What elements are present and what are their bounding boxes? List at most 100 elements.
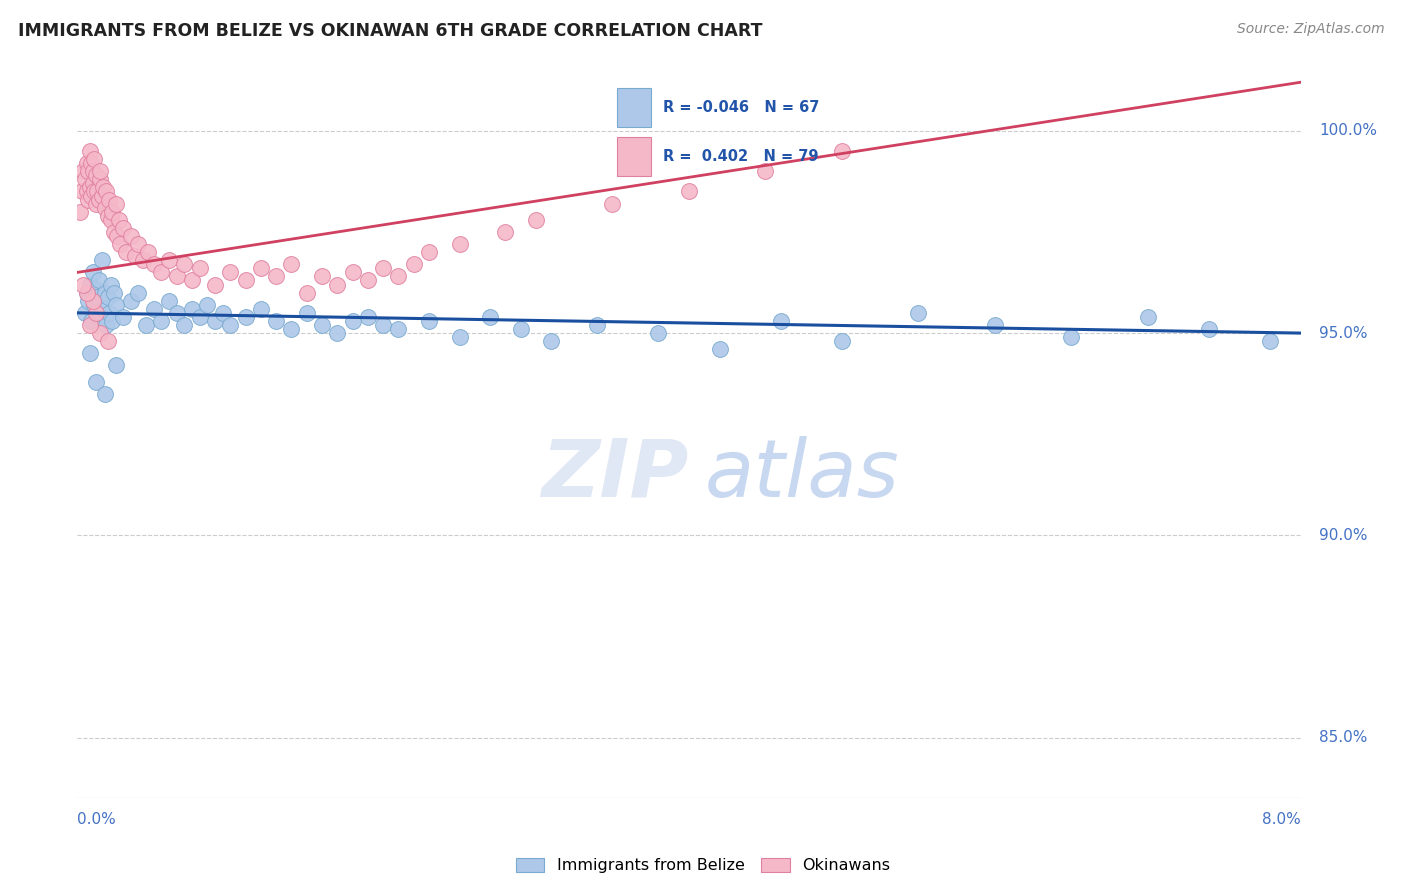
Point xyxy=(112,220,135,235)
Point xyxy=(80,314,103,328)
Point xyxy=(76,156,98,170)
Point xyxy=(91,180,114,194)
Point xyxy=(509,322,531,336)
Point xyxy=(100,212,122,227)
Point xyxy=(1060,330,1083,344)
Point xyxy=(418,245,440,260)
Point xyxy=(188,261,211,276)
Point xyxy=(77,164,100,178)
Point xyxy=(73,306,96,320)
Text: 90.0%: 90.0% xyxy=(1319,528,1368,543)
Point xyxy=(264,314,287,328)
Point xyxy=(1258,334,1281,348)
Point xyxy=(89,310,111,324)
Point xyxy=(166,306,188,320)
Point xyxy=(97,334,120,348)
Point xyxy=(104,196,127,211)
Point xyxy=(204,277,226,292)
Point xyxy=(586,318,609,332)
Point xyxy=(72,277,94,292)
Point xyxy=(104,359,127,373)
Point xyxy=(91,301,114,316)
Point xyxy=(754,164,776,178)
Point xyxy=(540,334,562,348)
Point xyxy=(295,285,318,300)
Point xyxy=(82,177,104,191)
Point xyxy=(82,265,104,279)
Point xyxy=(87,193,110,207)
Point xyxy=(98,193,121,207)
Point xyxy=(120,229,142,244)
Point xyxy=(311,269,333,284)
Point xyxy=(79,277,101,292)
Point xyxy=(76,285,98,300)
Point xyxy=(94,201,117,215)
Point xyxy=(831,144,853,158)
Point xyxy=(105,229,128,244)
Point xyxy=(150,314,173,328)
Point xyxy=(83,298,105,312)
Point xyxy=(84,196,107,211)
Point xyxy=(280,257,302,271)
Point xyxy=(311,318,333,332)
Point xyxy=(89,326,111,340)
Point xyxy=(769,314,792,328)
Point xyxy=(449,237,471,252)
Point xyxy=(142,301,165,316)
Point xyxy=(104,298,127,312)
Point xyxy=(907,306,929,320)
Point xyxy=(181,273,204,287)
Point xyxy=(418,314,440,328)
Point xyxy=(264,269,287,284)
Point xyxy=(103,285,125,300)
Point xyxy=(103,225,125,239)
Point xyxy=(84,169,107,183)
Point xyxy=(235,273,257,287)
Point xyxy=(79,144,101,158)
Text: IMMIGRANTS FROM BELIZE VS OKINAWAN 6TH GRADE CORRELATION CHART: IMMIGRANTS FROM BELIZE VS OKINAWAN 6TH G… xyxy=(18,22,763,40)
Point xyxy=(387,322,409,336)
Point xyxy=(124,249,146,263)
Point xyxy=(115,245,138,260)
Point xyxy=(72,164,94,178)
Point xyxy=(90,253,112,268)
Point xyxy=(342,265,364,279)
Point xyxy=(79,346,101,360)
Point xyxy=(157,293,180,308)
Point xyxy=(250,301,273,316)
Point xyxy=(173,318,195,332)
Point xyxy=(647,326,669,340)
Point xyxy=(120,293,142,308)
Point xyxy=(250,261,273,276)
Point xyxy=(98,306,121,320)
Point xyxy=(86,290,108,304)
Point xyxy=(709,343,731,357)
Point xyxy=(89,172,111,186)
Text: atlas: atlas xyxy=(704,435,898,514)
Point xyxy=(84,375,107,389)
Point xyxy=(100,277,122,292)
Text: 85.0%: 85.0% xyxy=(1319,731,1367,745)
Point xyxy=(371,318,394,332)
Text: 95.0%: 95.0% xyxy=(1319,326,1368,341)
Point xyxy=(449,330,471,344)
Point xyxy=(495,225,517,239)
Point xyxy=(87,273,110,287)
Point xyxy=(82,293,104,308)
Point xyxy=(235,310,257,324)
Point xyxy=(90,188,112,202)
Text: 8.0%: 8.0% xyxy=(1261,813,1301,828)
Point xyxy=(678,185,700,199)
Point xyxy=(127,237,149,252)
Point xyxy=(77,293,100,308)
Point xyxy=(371,261,394,276)
Text: ZIP: ZIP xyxy=(541,435,689,514)
Point xyxy=(831,334,853,348)
Point xyxy=(97,209,120,223)
Point xyxy=(166,269,188,284)
Point xyxy=(402,257,425,271)
Point xyxy=(357,273,380,287)
Point xyxy=(94,386,117,401)
Point xyxy=(173,257,195,271)
Point xyxy=(181,301,204,316)
